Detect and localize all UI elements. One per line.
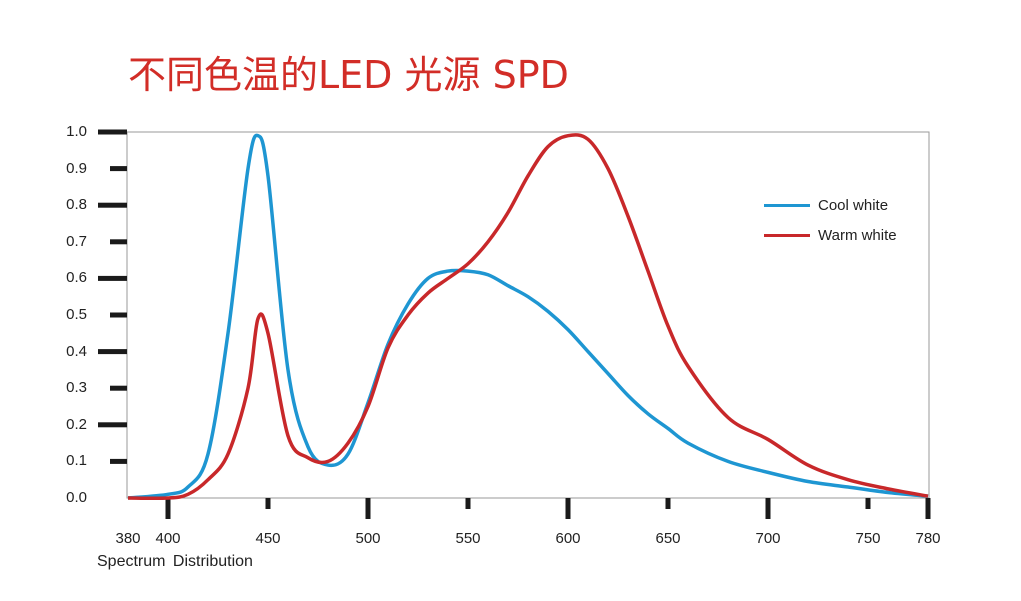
legend-swatch-icon xyxy=(764,234,810,237)
y-tick-label: 1.0 xyxy=(66,123,87,140)
legend-swatch-icon xyxy=(764,204,810,207)
y-tick-label: 0.9 xyxy=(66,159,87,177)
legend-label: Warm white xyxy=(818,227,897,244)
y-tick-label: 0.7 xyxy=(66,232,87,250)
x-tick-mark xyxy=(765,498,771,519)
x-tick-mark xyxy=(265,498,271,509)
x-tick-label: 750 xyxy=(855,530,881,547)
y-tick-label: 0.0 xyxy=(66,489,87,506)
x-tick-mark xyxy=(565,498,571,519)
y-tick-label: 0.2 xyxy=(66,415,87,433)
series-line-warm-white xyxy=(127,133,929,501)
x-tick-label: 780 xyxy=(915,530,941,547)
y-tick-mark xyxy=(98,349,127,355)
x-tick-mark xyxy=(165,498,171,519)
y-tick-mark xyxy=(110,312,127,318)
y-tick-label: 0.3 xyxy=(66,379,87,397)
chart-title: 不同色温的LED 光源 SPD xyxy=(128,53,569,97)
y-tick-mark xyxy=(98,422,127,428)
x-tick-mark xyxy=(465,498,471,509)
x-tick-label: 550 xyxy=(455,530,481,547)
x-tick-mark xyxy=(365,498,371,519)
legend-item-warm-white: Warm white xyxy=(764,227,897,244)
y-tick-label: 0.4 xyxy=(66,342,87,360)
x-tick-label: 380 xyxy=(115,530,141,547)
x-tick-label: 700 xyxy=(755,530,781,547)
y-tick-label: 0.5 xyxy=(66,306,87,323)
y-tick-label: 0.8 xyxy=(66,196,87,214)
x-tick-label: 500 xyxy=(355,530,381,547)
series-line-cool-white xyxy=(127,133,929,500)
y-axis-ticks xyxy=(98,129,127,464)
x-tick-mark xyxy=(865,498,871,509)
y-tick-mark xyxy=(98,129,127,135)
y-tick-mark xyxy=(110,458,127,464)
x-tick-label: 450 xyxy=(255,530,281,547)
legend-label: Cool white xyxy=(818,197,889,214)
y-tick-mark xyxy=(110,239,127,245)
x-tick-mark xyxy=(925,498,931,519)
y-tick-label: 0.6 xyxy=(66,269,87,287)
y-tick-mark xyxy=(98,202,127,208)
y-tick-label: 0.1 xyxy=(66,452,87,470)
x-tick-label: 650 xyxy=(655,530,681,547)
x-axis-title: Spectrum Distribution xyxy=(97,553,253,570)
x-tick-label: 400 xyxy=(155,530,181,547)
series-lines xyxy=(127,133,929,501)
y-tick-mark xyxy=(110,166,127,172)
x-axis-ticks xyxy=(165,498,931,519)
y-tick-mark xyxy=(98,275,127,281)
y-tick-mark xyxy=(110,385,127,391)
x-tick-label: 600 xyxy=(555,530,581,547)
legend-item-cool-white: Cool white xyxy=(764,197,888,214)
x-tick-mark xyxy=(665,498,671,509)
